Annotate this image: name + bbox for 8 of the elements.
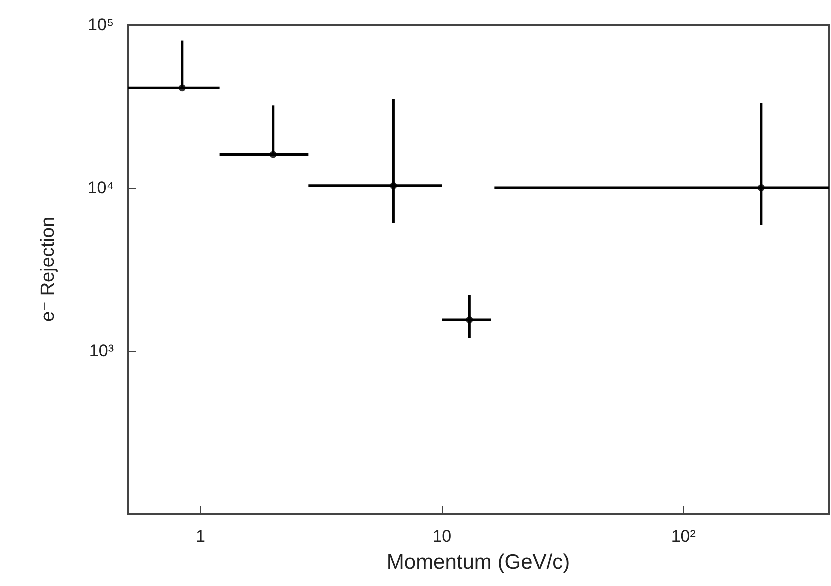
x-tick-label: 1	[196, 527, 206, 546]
x-tick-label: 10	[432, 527, 452, 546]
y-axis-title: e⁻ Rejection	[38, 216, 59, 322]
y-tick-label: 10⁴	[88, 178, 114, 198]
y-tick-label: 10⁵	[88, 16, 114, 34]
y-tick-label: 10³	[89, 342, 114, 360]
x-tick-label: 10²	[671, 527, 696, 546]
x-axis-title: Momentum (GeV/c)	[386, 551, 570, 574]
